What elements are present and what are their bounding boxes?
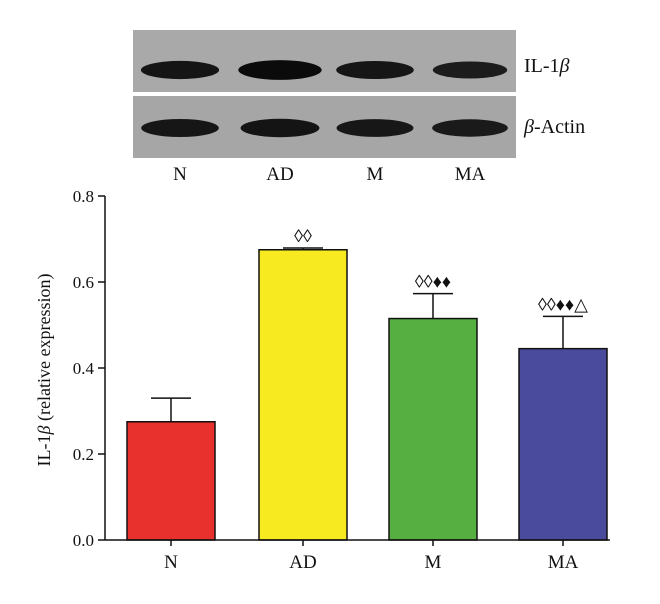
blot-band	[432, 119, 508, 137]
y-tick-label: 0.4	[73, 359, 95, 378]
y-tick-label: 0.0	[73, 531, 94, 550]
x-tick-label: M	[425, 552, 442, 573]
blot-label-il1b-prefix: IL-1	[524, 55, 560, 77]
blot-band	[140, 60, 220, 80]
x-tick-label: AD	[289, 552, 316, 573]
blot-row-il1b	[133, 30, 516, 92]
bar-m	[388, 317, 478, 541]
bar-chart: IL-1β (relative expression) 0.0 0.2 0.4 0.6…	[34, 187, 610, 573]
western-blot: IL-1β β-Actin N AD M MA	[133, 30, 585, 185]
bar-n	[126, 421, 216, 541]
blot-band	[240, 118, 320, 138]
bars: ◊◊ ◊◊♦♦ ◊◊♦♦△	[126, 226, 608, 541]
bar-ad	[258, 249, 348, 541]
significance-marker: ◊◊	[294, 226, 312, 246]
blot-band	[336, 61, 414, 79]
significance-marker: ◊◊♦♦△	[538, 294, 588, 314]
y-tick-label: 0.8	[73, 187, 94, 206]
x-axis: N AD M MA	[105, 539, 610, 573]
blot-label-il1b-symbol: β	[559, 55, 570, 77]
blot-label-actin-symbol: β	[523, 116, 534, 138]
blot-lane-label: N	[173, 164, 187, 185]
blot-label-actin: β-Actin	[523, 116, 585, 138]
y-tick-label: 0.6	[73, 273, 94, 292]
y-axis: 0.0 0.2 0.4 0.6 0.8	[73, 187, 106, 550]
y-axis-label-prefix: IL-1	[34, 434, 54, 466]
blot-lane-label: M	[367, 164, 384, 185]
y-axis-label-suffix: (relative expression)	[34, 274, 55, 426]
blot-lane-label: AD	[266, 164, 293, 185]
significance-marker: ◊◊♦♦	[415, 272, 451, 292]
blot-label-actin-suffix: -Actin	[534, 116, 585, 138]
y-axis-label-symbol: β	[34, 425, 54, 435]
blot-lane-label: MA	[455, 164, 486, 185]
blot-band	[141, 119, 219, 137]
bar-ma	[518, 347, 608, 541]
blot-band	[238, 60, 322, 80]
y-tick-label: 0.2	[73, 445, 94, 464]
x-tick-label: MA	[548, 552, 579, 573]
blot-label-il1b: IL-1β	[524, 55, 570, 77]
blot-band	[432, 61, 508, 79]
blot-bands	[140, 60, 508, 138]
blot-band	[336, 119, 414, 137]
x-tick-label: N	[164, 552, 178, 573]
y-axis-label: IL-1β (relative expression)	[34, 274, 55, 467]
